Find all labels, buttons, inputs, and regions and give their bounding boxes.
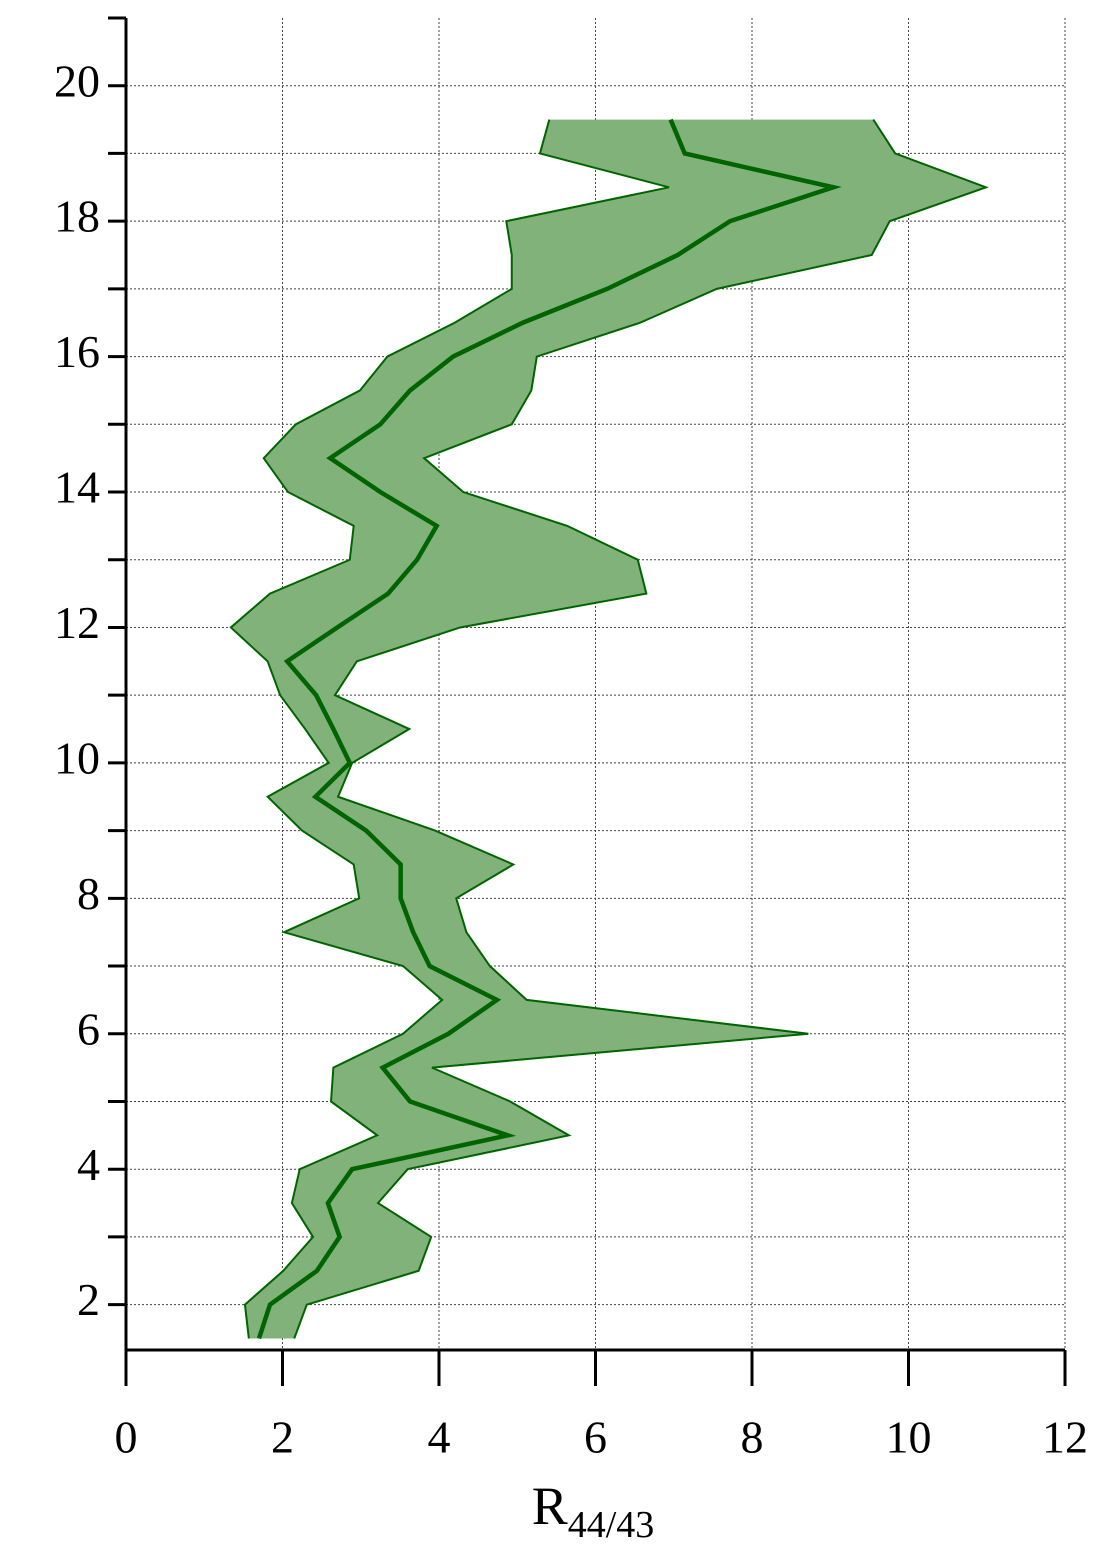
- band-fill: [230, 119, 986, 1339]
- band-upper-edge: [293, 119, 989, 1339]
- x-tick-label: 8: [741, 1412, 764, 1463]
- x-tick-label: 12: [1042, 1412, 1088, 1463]
- y-tick-label: 8: [77, 868, 100, 919]
- x-tick-label: 10: [886, 1412, 932, 1463]
- x-tick-label: 4: [428, 1412, 451, 1463]
- mean-line: [256, 118, 842, 1340]
- y-tick-label: 20: [54, 55, 100, 106]
- y-tick-label: 4: [77, 1139, 100, 1190]
- y-tick-label: 10: [54, 732, 100, 783]
- y-tick-label: 18: [54, 191, 100, 242]
- x-label-main: R: [532, 1476, 568, 1536]
- y-tick-label: 2: [77, 1274, 100, 1325]
- y-tick-label: 6: [77, 1003, 100, 1054]
- x-tick-label: 0: [115, 1412, 138, 1463]
- band-lower-edge: [229, 119, 670, 1339]
- y-tick-label: 12: [54, 597, 100, 648]
- x-tick-label: 6: [584, 1412, 607, 1463]
- x-tick-label: 2: [271, 1412, 294, 1463]
- y-tick-label: 16: [54, 326, 100, 377]
- x-axis-label: R44/43: [532, 1476, 655, 1545]
- y-tick-label: 14: [54, 462, 100, 513]
- x-label-sub: 44/43: [568, 1504, 655, 1546]
